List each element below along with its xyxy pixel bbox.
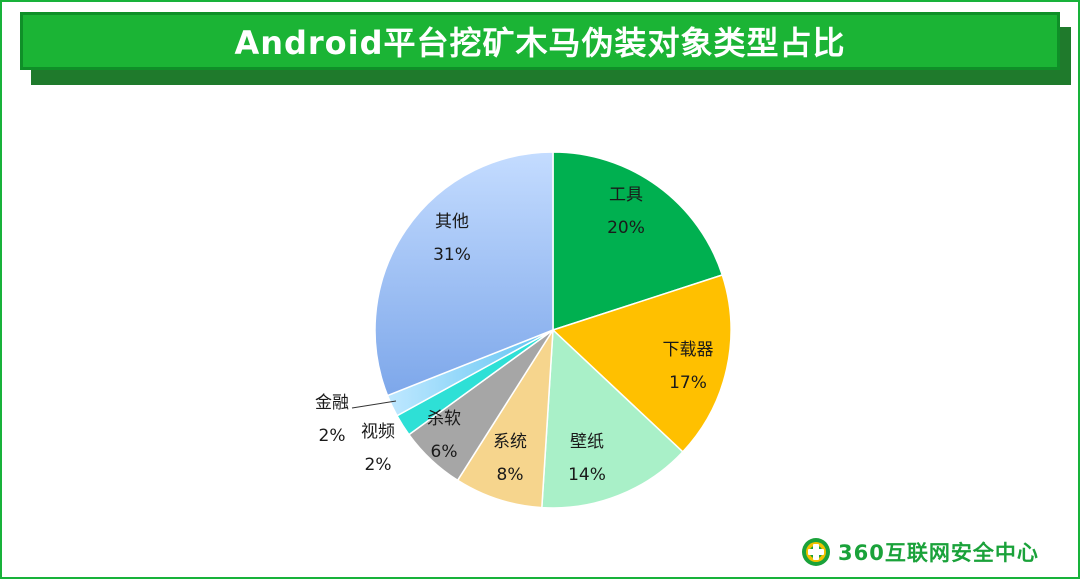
slice-label: 壁纸 bbox=[570, 432, 604, 452]
slice-percent: 31% bbox=[433, 245, 471, 265]
slice-percent: 8% bbox=[497, 465, 524, 485]
slice-label: 下载器 bbox=[663, 340, 714, 360]
pie-slice bbox=[374, 151, 554, 397]
slice-percent: 20% bbox=[607, 218, 645, 238]
pie-slice bbox=[552, 151, 724, 332]
360-shield-logo-icon bbox=[802, 538, 830, 566]
slice-percent: 6% bbox=[431, 442, 458, 462]
pie-slice bbox=[541, 328, 684, 509]
slice-percent: 2% bbox=[365, 455, 392, 475]
leader-line bbox=[351, 400, 397, 409]
chart-title: Android平台挖矿木马伪装对象类型占比 bbox=[234, 24, 846, 62]
slice-label: 系统 bbox=[493, 432, 527, 452]
slice-percent: 14% bbox=[568, 465, 606, 485]
brand-name: 360互联网安全中心 bbox=[838, 541, 1039, 565]
slice-label: 工具 bbox=[609, 185, 643, 205]
slice-label: 其他 bbox=[435, 212, 469, 232]
slice-label: 视频 bbox=[361, 422, 395, 442]
slice-label: 杀软 bbox=[427, 409, 461, 429]
slice-label: 金融 bbox=[315, 393, 349, 413]
pie-slice bbox=[456, 329, 554, 509]
slice-percent: 2% bbox=[319, 426, 346, 446]
pie-slice bbox=[551, 274, 732, 453]
slice-percent: 17% bbox=[669, 373, 707, 393]
title-banner: Android平台挖矿木马伪装对象类型占比 bbox=[20, 12, 1060, 70]
brand-footer: 360互联网安全中心 bbox=[800, 536, 1039, 568]
